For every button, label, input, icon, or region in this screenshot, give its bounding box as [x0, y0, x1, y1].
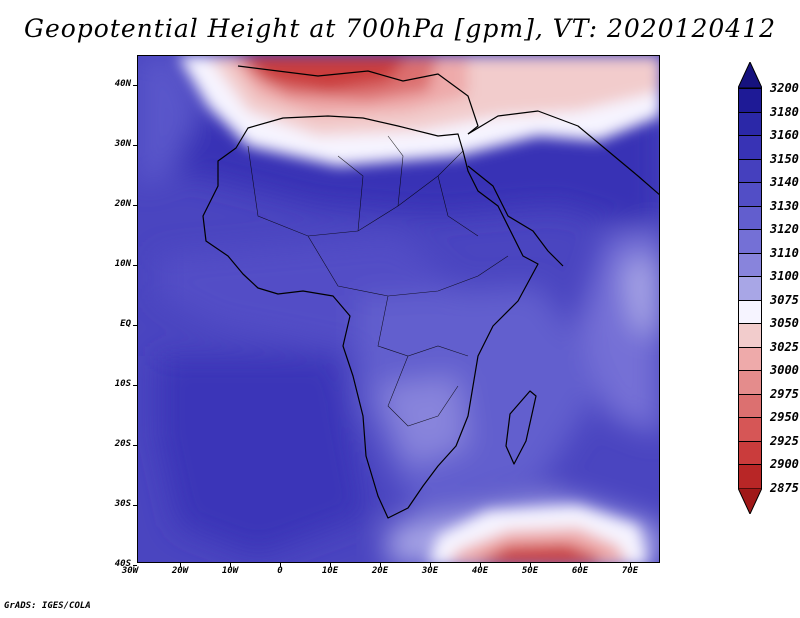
- coastline-outline: [202, 65, 659, 519]
- lat-tick-label: 10N: [114, 259, 131, 269]
- lat-tick-mark: [133, 385, 137, 386]
- map-title: Geopotential Height at 700hPa [gpm], VT:…: [23, 14, 777, 43]
- lat-tick-mark: [133, 145, 137, 146]
- colorbar-swatch: [738, 229, 762, 253]
- lat-tick-mark: [133, 85, 137, 86]
- lat-tick-mark: [133, 205, 137, 206]
- colorbar-swatch: [738, 135, 762, 159]
- lon-tick-label: 10W: [221, 566, 239, 576]
- colorbar-level-label: 3100: [770, 269, 799, 283]
- colorbar-level-label: 2900: [770, 457, 799, 471]
- lat-tick-mark: [133, 445, 137, 446]
- lon-tick-mark: [180, 563, 181, 567]
- colorbar-swatch: [738, 323, 762, 347]
- lat-tick-label: 20S: [114, 439, 131, 449]
- colorbar-swatch: [738, 88, 762, 112]
- colorbar-swatch: [738, 158, 762, 182]
- lon-tick-mark: [530, 563, 531, 567]
- colorbar-level-label: 3150: [770, 151, 799, 166]
- lat-tick-label: 40S: [114, 559, 131, 569]
- colorbar-level-label: 3180: [770, 104, 799, 119]
- lon-tick-mark: [480, 563, 481, 567]
- lat-tick-mark: [133, 325, 137, 326]
- lat-tick-mark: [133, 505, 137, 506]
- colorbar-swatch: [738, 252, 762, 276]
- country-borders: [247, 135, 509, 427]
- colorbar-level-label: 3120: [770, 222, 799, 236]
- lon-tick-mark: [280, 563, 281, 567]
- colorbar-swatch: [738, 393, 762, 417]
- colorbar-level-label: 2875: [770, 480, 799, 495]
- lon-tick-label: 60E: [571, 566, 589, 576]
- lon-tick-label: 40E: [471, 566, 489, 576]
- lon-tick-label: 50E: [521, 566, 539, 576]
- colorbar-swatch: [738, 370, 762, 394]
- colorbar-swatch: [738, 111, 762, 135]
- lat-tick-label: 10S: [114, 379, 131, 389]
- colorbar-level-label: 3000: [770, 363, 799, 377]
- grads-credit: GrADS: IGES/COLA: [4, 601, 91, 611]
- colorbar-swatch: [738, 417, 762, 441]
- colorbar-level-label: 3075: [770, 292, 799, 307]
- lat-tick-label: 30S: [114, 499, 131, 509]
- lat-tick-label: EQ: [120, 319, 131, 329]
- colorbar-level-label: 3200: [770, 81, 799, 95]
- lat-tick-mark: [133, 565, 137, 566]
- lon-tick-mark: [580, 563, 581, 567]
- colorbar-level-label: 2925: [770, 433, 799, 448]
- colorbar-swatch: [738, 464, 762, 488]
- lon-tick-label: 30E: [421, 566, 439, 576]
- lon-tick-mark: [230, 563, 231, 567]
- lat-tick-mark: [133, 265, 137, 266]
- colorbar-level-label: 3025: [770, 339, 799, 354]
- lon-tick-label: 0: [277, 566, 283, 576]
- lon-tick-label: 30W: [121, 566, 139, 576]
- lon-tick-label: 20E: [371, 566, 389, 576]
- lat-tick-label: 20N: [114, 199, 131, 209]
- lon-tick-mark: [630, 563, 631, 567]
- geopotential-field: [138, 56, 659, 562]
- colorbar-level-label: 3110: [770, 245, 799, 260]
- colorbar-level-label: 3140: [770, 175, 799, 189]
- colorbar-swatch: [738, 182, 762, 206]
- lon-tick-label: 20W: [171, 566, 189, 576]
- colorbar-swatch: [738, 346, 762, 370]
- map-panel: [137, 55, 660, 563]
- colorbar-top-arrow: [738, 62, 762, 88]
- lat-tick-label: 30N: [114, 139, 131, 149]
- colorbar-swatch: [738, 299, 762, 323]
- lon-tick-label: 70E: [621, 566, 639, 576]
- lon-tick-label: 10E: [321, 566, 339, 576]
- colorbar-swatch: [738, 276, 762, 300]
- lon-tick-mark: [380, 563, 381, 567]
- colorbar-swatch: [738, 440, 762, 464]
- lon-tick-mark: [430, 563, 431, 567]
- colorbar-level-label: 3130: [770, 198, 799, 213]
- colorbar-bottom-arrow: [738, 487, 762, 514]
- colorbar-swatch: [738, 205, 762, 229]
- colorbar-level-label: 3160: [770, 128, 799, 142]
- colorbar-level-label: 2975: [770, 386, 799, 401]
- lon-tick-mark: [330, 563, 331, 567]
- colorbar-level-label: 2950: [770, 410, 799, 424]
- colorbar-level-label: 3050: [770, 316, 799, 330]
- lat-tick-label: 40N: [114, 79, 131, 89]
